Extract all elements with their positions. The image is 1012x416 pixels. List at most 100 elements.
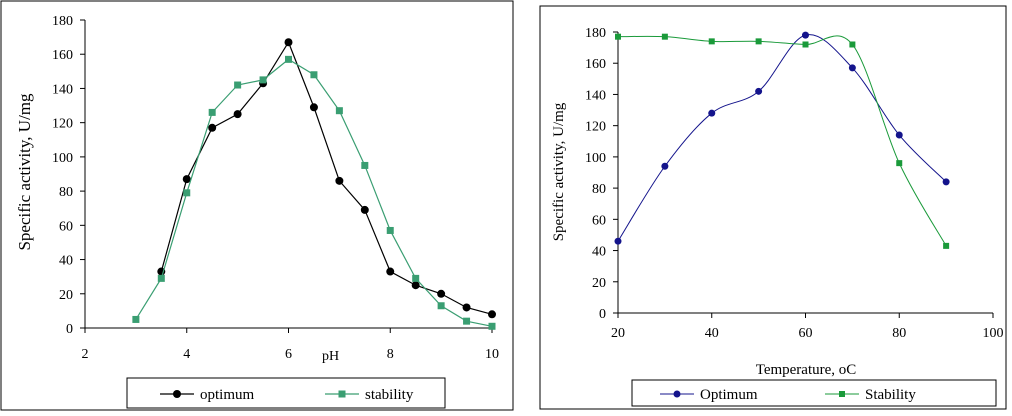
data-point-optimum [360,205,369,214]
y-tick-label: 40 [592,245,606,260]
y-tick-label: 100 [52,151,73,166]
left-series-group [132,38,496,330]
data-point-stability [183,189,191,197]
y-tick-label: 20 [592,276,606,291]
x-tick-label: 20 [611,326,625,341]
y-tick-label: 80 [59,185,73,200]
data-point-stability [463,317,471,325]
left-y-axis-label: Specific activity, U/mg [15,93,34,251]
data-point-stability [285,55,292,63]
legend-marker [338,390,346,398]
y-tick-label: 80 [592,182,606,197]
data-point-stability [896,160,903,167]
data-point-optimum [488,310,496,319]
x-tick-label: 80 [892,326,906,341]
legend-marker [673,390,681,398]
data-point-optimum [411,281,420,290]
y-tick-label: 140 [585,88,606,103]
right-y-axis-label: Specific activity, U/mg [551,102,567,241]
x-tick-label: 8 [387,347,394,362]
data-point-stability [234,81,242,89]
right-x-ticks: 20 40 60 80 100 [611,313,1004,341]
data-point-optimum [182,175,191,184]
data-point-stability [488,322,496,330]
data-point-optimum [895,131,903,139]
y-tick-label: 140 [52,82,73,97]
x-tick-label: 10 [485,347,499,362]
right-y-ticks: 0 20 40 60 80 100 120 140 160 180 [585,26,618,322]
x-tick-label: 4 [183,347,190,362]
data-point-stability [386,226,394,234]
y-tick-label: 60 [59,219,73,234]
y-tick-label: 60 [592,213,606,228]
data-point-optimum [614,237,622,245]
data-point-stability [132,315,140,323]
data-point-optimum [309,103,318,112]
y-tick-label: 180 [52,14,73,29]
y-tick-label: 100 [585,151,606,166]
y-tick-label: 20 [59,288,73,303]
right-legend: Optimum Stability [660,387,916,403]
x-tick-label: 60 [799,326,813,341]
data-point-optimum [661,162,669,170]
legend-label: Optimum [700,387,758,403]
data-point-optimum [437,289,446,298]
right-panel-frame [539,5,1007,410]
data-point-stability [755,38,762,45]
legend-label: stability [365,387,414,403]
legend-marker [839,391,845,397]
data-point-stability [208,108,216,116]
data-point-stability [310,71,318,79]
legend-label: Stability [865,387,916,403]
data-point-stability [412,274,420,282]
data-point-optimum [462,303,471,312]
data-point-optimum [386,267,395,276]
y-tick-label: 120 [52,117,73,132]
right-x-axis-label: Temperature, oC [756,362,857,378]
y-tick-label: 180 [585,26,606,41]
data-point-optimum [802,31,809,39]
data-point-stability [661,33,668,40]
x-tick-label: 100 [983,326,1004,341]
right-series-group [614,31,950,249]
data-point-stability [849,41,856,48]
chart-right: 0 20 40 60 80 100 120 140 160 180 20 40 60 80 100 Spe… [551,26,1004,407]
legend-marker [173,390,181,398]
chart-left: 0 20 40 60 80 100 120 140 160 180 2 4 6 8 10 Specific… [15,14,499,409]
right-legend-box [631,379,997,407]
data-point-stability [361,161,369,169]
left-panel-frame [0,0,514,411]
left-legend: optimum stability [160,387,414,403]
data-point-optimum [708,109,716,117]
data-point-optimum [848,64,856,72]
series-line-optimum [160,40,493,315]
y-tick-label: 0 [599,307,606,322]
data-point-stability [335,107,343,115]
y-tick-label: 160 [585,57,606,72]
data-point-optimum [942,178,950,186]
data-point-stability [157,274,165,282]
left-y-ticks: 0 20 40 60 80 100 120 140 160 180 [52,14,85,337]
data-point-optimum [208,123,217,132]
data-point-optimum [755,87,763,95]
y-tick-label: 160 [52,48,73,63]
left-x-axis-label: pH [322,349,339,364]
data-point-optimum [233,110,242,119]
x-tick-label: 6 [285,347,292,362]
data-point-stability [259,76,267,84]
x-tick-label: 2 [82,347,89,362]
data-point-stability [802,41,809,48]
legend-label: optimum [200,387,255,403]
x-tick-label: 40 [705,326,719,341]
data-point-stability [943,242,950,249]
y-tick-label: 40 [59,254,73,269]
data-point-optimum [284,38,293,47]
data-point-stability [615,33,621,40]
data-point-stability [708,38,715,45]
data-point-stability [437,302,445,310]
y-tick-label: 120 [585,120,606,135]
data-point-optimum [335,176,344,185]
y-tick-label: 0 [66,322,73,337]
left-x-ticks: 2 4 6 8 10 [82,328,499,362]
